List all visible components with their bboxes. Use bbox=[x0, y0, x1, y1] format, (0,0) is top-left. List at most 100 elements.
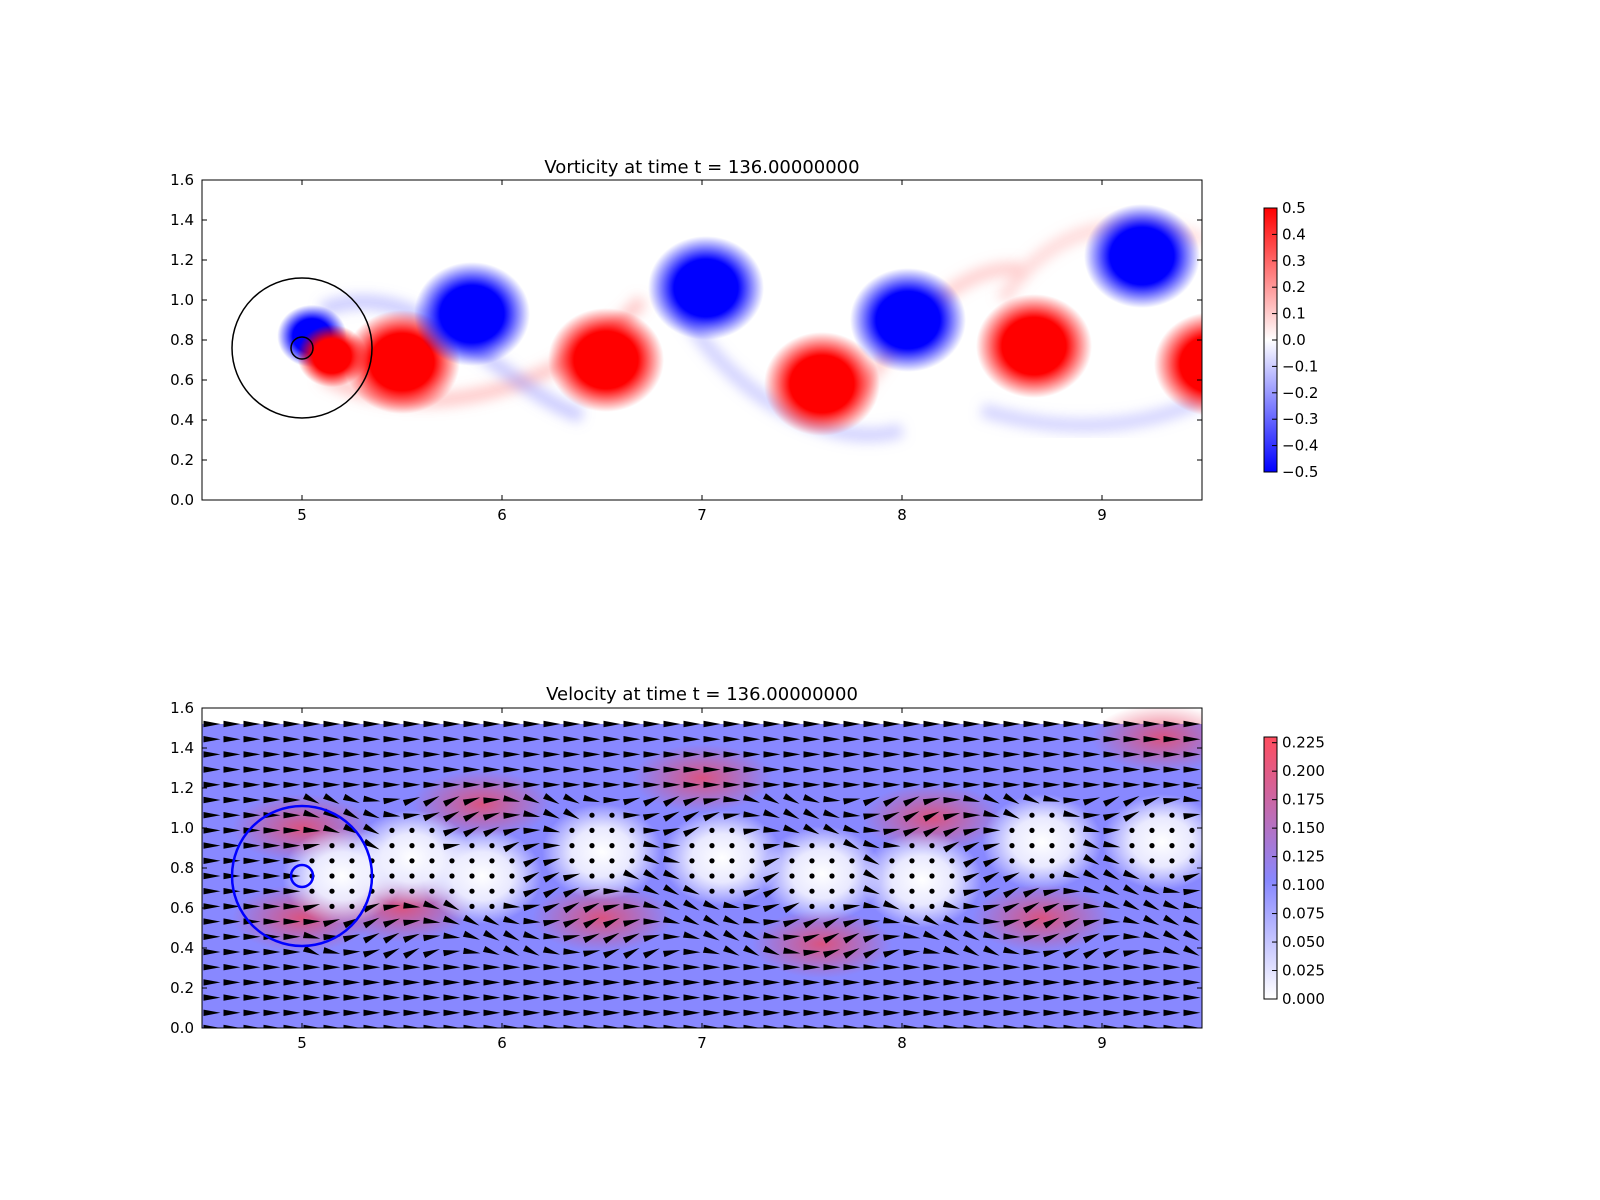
quiver-arrow bbox=[683, 1024, 701, 1028]
quiver-dot bbox=[1049, 843, 1055, 849]
quiver-dot bbox=[1069, 858, 1075, 864]
quiver-arrow bbox=[1023, 994, 1041, 1001]
quiver-arrow bbox=[743, 766, 761, 773]
quiver-arrow bbox=[783, 751, 801, 758]
quiver-arrow bbox=[1143, 720, 1161, 728]
quiver-arrow bbox=[923, 811, 940, 822]
quiver-arrow bbox=[263, 751, 281, 758]
quiver-arrow bbox=[383, 797, 401, 805]
quiver-arrow bbox=[483, 766, 501, 773]
quiver-dot bbox=[1169, 858, 1175, 864]
quiver-arrow bbox=[1163, 736, 1181, 743]
quiver-arrow bbox=[522, 793, 540, 804]
quiver-arrow bbox=[263, 1024, 281, 1028]
quiver-dot bbox=[509, 873, 515, 879]
quiver-arrow bbox=[1043, 964, 1061, 971]
quiver-arrow bbox=[403, 979, 421, 986]
vorticity-colorbar-tick-label: −0.1 bbox=[1282, 357, 1318, 375]
velocity-colorbar-tick-label: 0.150 bbox=[1282, 819, 1325, 837]
quiver-dot bbox=[849, 873, 855, 879]
quiver-arrow bbox=[603, 751, 621, 758]
quiver-dot bbox=[709, 873, 715, 879]
quiver-arrow bbox=[602, 918, 620, 929]
quiver-arrow bbox=[963, 930, 980, 941]
quiver-arrow bbox=[642, 854, 660, 865]
quiver-arrow bbox=[923, 736, 941, 743]
quiver-arrow bbox=[382, 918, 400, 928]
quiver-arrow bbox=[423, 994, 441, 1001]
quiver-arrow bbox=[1023, 1024, 1041, 1028]
vorticity-colorbar-tick-label: −0.3 bbox=[1282, 410, 1318, 428]
quiver-arrow bbox=[723, 1024, 741, 1028]
quiver-dot bbox=[809, 843, 815, 849]
quiver-arrow bbox=[243, 781, 261, 788]
quiver-arrow bbox=[802, 934, 820, 943]
positive-vortex bbox=[1154, 312, 1202, 416]
vorticity-x-tick-label: 8 bbox=[897, 506, 907, 524]
quiver-dot bbox=[689, 843, 695, 849]
quiver-arrow bbox=[823, 964, 841, 971]
quiver-arrow bbox=[643, 827, 661, 834]
quiver-arrow bbox=[1063, 964, 1081, 971]
quiver-arrow bbox=[883, 979, 901, 986]
quiver-arrow bbox=[283, 857, 301, 864]
quiver-arrow bbox=[523, 1024, 541, 1028]
quiver-arrow bbox=[243, 751, 261, 758]
quiver-arrow bbox=[1003, 887, 1020, 899]
quiver-arrow bbox=[1103, 827, 1121, 835]
quiver-arrow bbox=[403, 766, 421, 773]
slow-flow-region bbox=[982, 794, 1102, 890]
quiver-arrow bbox=[1163, 886, 1181, 893]
quiver-arrow bbox=[703, 1009, 721, 1016]
quiver-arrow bbox=[883, 781, 901, 788]
quiver-arrow bbox=[923, 994, 941, 1001]
quiver-dot bbox=[589, 827, 595, 834]
quiver-arrow bbox=[1083, 781, 1101, 788]
vorticity-y-tick-label: 1.0 bbox=[170, 291, 194, 309]
quiver-arrow bbox=[403, 1024, 421, 1028]
quiver-arrow bbox=[663, 994, 681, 1001]
quiver-arrow bbox=[443, 964, 461, 971]
quiver-arrow bbox=[563, 887, 580, 898]
quiver-arrow bbox=[443, 979, 461, 986]
quiver-arrow bbox=[663, 766, 681, 773]
quiver-arrow bbox=[263, 918, 281, 925]
quiver-arrow bbox=[403, 736, 421, 743]
quiver-arrow bbox=[563, 766, 581, 773]
quiver-arrow bbox=[363, 751, 381, 758]
quiver-arrow bbox=[1183, 720, 1201, 728]
quiver-dot bbox=[349, 873, 355, 879]
quiver-arrow bbox=[982, 793, 1000, 804]
quiver-arrow bbox=[263, 766, 281, 773]
quiver-arrow bbox=[963, 1009, 981, 1016]
quiver-arrow bbox=[1063, 810, 1081, 817]
velocity-y-tick-label: 1.0 bbox=[170, 819, 194, 837]
quiver-arrow bbox=[483, 720, 501, 728]
quiver-arrow bbox=[402, 933, 420, 943]
quiver-arrow bbox=[363, 795, 381, 802]
quiver-arrow bbox=[563, 1009, 581, 1016]
quiver-arrow bbox=[823, 1024, 841, 1028]
velocity-y-tick-label: 0.4 bbox=[170, 939, 194, 957]
quiver-arrow bbox=[583, 1024, 601, 1028]
quiver-arrow bbox=[443, 1009, 461, 1016]
quiver-arrow bbox=[783, 841, 801, 848]
quiver-arrow bbox=[363, 766, 381, 773]
quiver-arrow bbox=[1143, 979, 1161, 986]
quiver-arrow bbox=[843, 838, 860, 850]
quiver-arrow bbox=[223, 948, 241, 956]
quiver-arrow bbox=[443, 932, 461, 939]
quiver-arrow bbox=[483, 930, 500, 941]
quiver-arrow bbox=[443, 899, 460, 911]
quiver-arrow bbox=[303, 1009, 321, 1016]
quiver-arrow bbox=[843, 932, 860, 944]
quiver-arrow bbox=[963, 945, 980, 957]
quiver-dot bbox=[1049, 812, 1055, 818]
quiver-arrow bbox=[583, 781, 601, 788]
quiver-arrow bbox=[243, 720, 261, 728]
quiver-arrow bbox=[762, 857, 780, 867]
quiver-arrow bbox=[343, 949, 361, 956]
quiver-arrow bbox=[1023, 979, 1041, 986]
quiver-arrow bbox=[263, 842, 281, 849]
quiver-arrow bbox=[243, 872, 261, 880]
